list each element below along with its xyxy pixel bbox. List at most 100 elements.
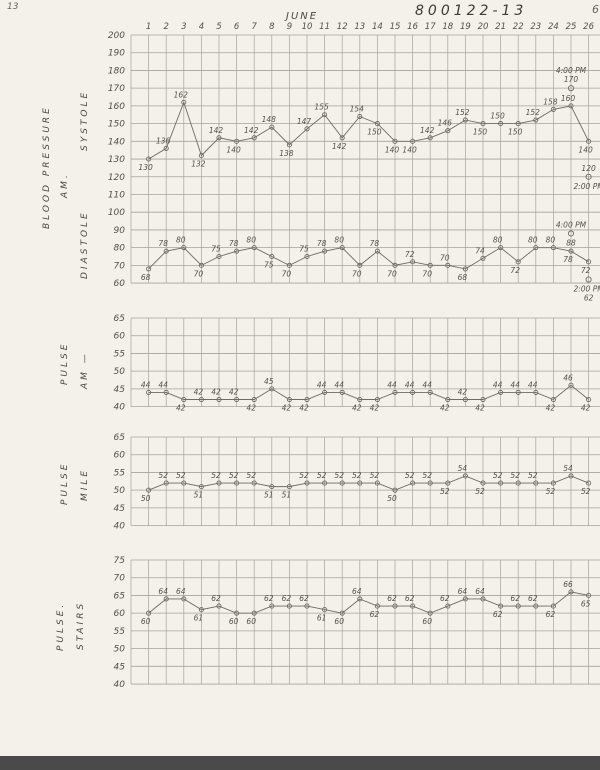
page-corner-number-right: 6: [592, 3, 599, 16]
svg-text:146: 146: [438, 119, 453, 128]
svg-text:5: 5: [216, 22, 221, 32]
svg-text:142: 142: [420, 126, 435, 135]
svg-text:62: 62: [387, 594, 397, 603]
svg-text:17: 17: [425, 22, 436, 32]
svg-text:2:00 PM: 2:00 PM: [573, 182, 600, 191]
svg-text:64: 64: [352, 587, 362, 596]
svg-text:54: 54: [458, 464, 468, 473]
svg-text:24: 24: [548, 22, 559, 32]
svg-text:1: 1: [146, 22, 151, 32]
svg-text:61: 61: [194, 614, 204, 623]
svg-text:140: 140: [578, 145, 593, 154]
svg-text:52: 52: [528, 471, 538, 480]
svg-text:45: 45: [114, 385, 126, 395]
svg-text:10: 10: [302, 22, 313, 32]
svg-text:44: 44: [405, 380, 415, 389]
svg-text:78: 78: [317, 239, 327, 248]
svg-text:40: 40: [114, 403, 126, 413]
svg-text:130: 130: [138, 163, 153, 172]
svg-text:138: 138: [279, 149, 294, 158]
svg-text:160: 160: [561, 94, 576, 103]
svg-text:65: 65: [114, 591, 126, 601]
svg-text:52: 52: [493, 471, 503, 480]
svg-text:55: 55: [114, 349, 126, 359]
svg-text:60: 60: [114, 279, 126, 289]
svg-text:142: 142: [209, 126, 224, 135]
svg-text:142: 142: [244, 126, 259, 135]
svg-text:7: 7: [251, 22, 257, 32]
svg-text:44: 44: [493, 380, 503, 389]
svg-text:42: 42: [176, 404, 186, 413]
svg-text:140: 140: [385, 145, 400, 154]
svg-text:42: 42: [246, 404, 256, 413]
svg-text:14: 14: [372, 22, 383, 32]
svg-text:140: 140: [402, 145, 417, 154]
svg-text:65: 65: [581, 599, 591, 608]
svg-text:65: 65: [114, 314, 126, 324]
svg-text:62: 62: [440, 594, 450, 603]
svg-text:13: 13: [354, 22, 365, 32]
svg-text:60: 60: [422, 617, 432, 626]
svg-text:40: 40: [114, 522, 126, 532]
svg-text:45: 45: [114, 504, 126, 514]
svg-text:50: 50: [114, 486, 126, 496]
svg-text:80: 80: [334, 236, 344, 245]
svg-text:62: 62: [405, 594, 415, 603]
svg-text:12: 12: [337, 22, 348, 32]
svg-text:11: 11: [319, 22, 330, 32]
svg-text:62: 62: [584, 294, 594, 303]
svg-text:19: 19: [460, 22, 471, 32]
svg-text:52: 52: [581, 487, 591, 496]
svg-text:21: 21: [495, 22, 506, 32]
svg-text:42: 42: [475, 404, 485, 413]
svg-text:50: 50: [114, 367, 126, 377]
pulse_am-chart: 65 60 55 50 45 40 44 44 42 42 42 42 42 45 42 42 44 44 42 42…: [114, 314, 600, 413]
svg-text:44: 44: [387, 380, 397, 389]
svg-text:190: 190: [108, 49, 125, 59]
svg-text:140: 140: [108, 137, 125, 147]
scan-edge-shadow: [0, 756, 600, 770]
svg-text:110: 110: [108, 190, 125, 200]
svg-text:74: 74: [475, 246, 485, 255]
svg-text:120: 120: [108, 173, 125, 183]
svg-text:52: 52: [352, 471, 362, 480]
svg-text:62: 62: [299, 594, 309, 603]
svg-text:68: 68: [458, 273, 468, 282]
svg-text:90: 90: [114, 226, 126, 236]
svg-text:52: 52: [176, 471, 186, 480]
svg-text:80: 80: [176, 236, 186, 245]
svg-text:152: 152: [526, 108, 541, 117]
svg-text:88: 88: [566, 238, 576, 247]
svg-text:42: 42: [440, 404, 450, 413]
svg-text:26: 26: [583, 22, 594, 32]
svg-text:60: 60: [141, 617, 151, 626]
svg-text:52: 52: [405, 471, 415, 480]
svg-text:130: 130: [108, 155, 125, 165]
svg-text:72: 72: [405, 250, 415, 259]
svg-text:170: 170: [564, 75, 579, 84]
svg-text:6: 6: [234, 22, 240, 32]
svg-text:80: 80: [114, 244, 126, 254]
svg-text:70: 70: [114, 261, 126, 271]
svg-text:75: 75: [211, 245, 221, 254]
svg-text:180: 180: [108, 66, 125, 76]
svg-text:64: 64: [458, 587, 468, 596]
svg-text:75: 75: [299, 245, 309, 254]
svg-text:70: 70: [387, 269, 397, 278]
svg-text:78: 78: [563, 255, 573, 264]
svg-text:78: 78: [158, 239, 168, 248]
svg-text:44: 44: [528, 380, 538, 389]
svg-text:18: 18: [442, 22, 453, 32]
svg-text:23: 23: [530, 22, 541, 32]
svg-text:42: 42: [211, 388, 221, 397]
svg-text:44: 44: [422, 380, 432, 389]
svg-text:62: 62: [282, 594, 292, 603]
svg-text:70: 70: [422, 269, 432, 278]
svg-text:60: 60: [114, 609, 126, 619]
svg-text:50: 50: [141, 494, 151, 503]
svg-text:42: 42: [194, 388, 204, 397]
svg-text:70: 70: [114, 574, 126, 584]
svg-text:150: 150: [490, 112, 505, 121]
svg-text:52: 52: [211, 471, 221, 480]
svg-text:132: 132: [191, 159, 206, 168]
